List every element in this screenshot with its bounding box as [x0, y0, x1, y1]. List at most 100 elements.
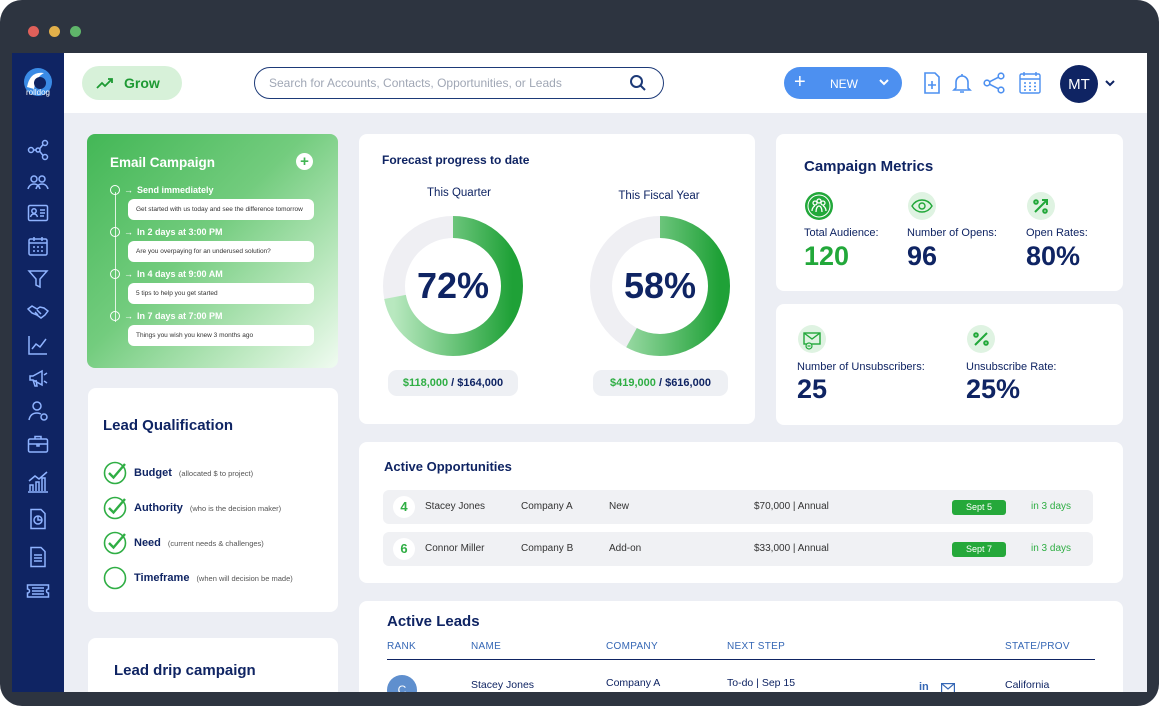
qualification-item[interactable]: Need (current needs & challenges)	[103, 531, 264, 555]
opportunity-row[interactable]: 6 Connor Miller Company B Add-on $33,000…	[383, 532, 1093, 566]
total-audience-label: Total Audience:	[804, 227, 879, 239]
sidebar-item-analytics[interactable]	[26, 334, 50, 356]
new-button[interactable]: + NEW	[784, 67, 902, 99]
total-audience-value: 120	[804, 241, 850, 271]
lead-avatar[interactable]: C	[387, 675, 417, 692]
checked-circle-icon[interactable]	[103, 461, 127, 485]
sidebar-item-network[interactable]	[26, 139, 50, 161]
percent-arrow-icon	[1027, 192, 1055, 220]
network-icon	[27, 139, 49, 161]
opportunity-company: Company A	[521, 501, 573, 512]
active-opportunities-card: Active Opportunities 4 Stacey Jones Comp…	[359, 442, 1123, 583]
linkedin-icon[interactable]: in	[919, 681, 929, 692]
step-message[interactable]: Get started with us today and see the di…	[128, 199, 314, 220]
document-icon	[30, 546, 46, 568]
sidebar: rolldog	[12, 53, 64, 692]
header-rank[interactable]: RANK	[387, 641, 416, 652]
search-input[interactable]: Search for Accounts, Contacts, Opportuni…	[254, 67, 664, 99]
fiscal-amount: $419,000 / $616,000	[593, 370, 728, 396]
minimize-dot[interactable]	[49, 26, 60, 37]
audience-icon	[805, 192, 833, 220]
header-divider	[387, 659, 1095, 660]
header-state[interactable]: STATE/PROV	[1005, 641, 1070, 652]
add-step-button[interactable]: +	[296, 153, 313, 170]
quarter-percent: 72%	[417, 265, 489, 306]
header-name[interactable]: NAME	[471, 641, 502, 652]
maximize-dot[interactable]	[70, 26, 81, 37]
unsubscribe-metrics-card: Number of Unsubscribers: 25 Unsubscribe …	[776, 304, 1123, 425]
opportunity-due: in 3 days	[1031, 543, 1072, 554]
lead-name[interactable]: Stacey Jones	[471, 679, 535, 691]
rolldog-logo[interactable]	[18, 65, 58, 105]
email-campaign-title: Email Campaign	[110, 155, 216, 170]
ring-progress	[590, 216, 730, 356]
sidebar-item-account[interactable]	[26, 400, 50, 422]
open-rates-value: 80%	[1026, 241, 1081, 271]
active-leads-card: Active Leads RANK NAME COMPANY NEXT STEP…	[359, 601, 1123, 692]
megaphone-icon	[29, 369, 48, 387]
sidebar-item-dashboard[interactable]	[26, 508, 50, 530]
lead-state: California	[1005, 679, 1050, 691]
qualification-desc: (who is the decision maker)	[189, 503, 282, 513]
unchecked-circle-icon[interactable]	[103, 566, 127, 590]
user-avatar[interactable]: MT	[1060, 65, 1098, 103]
close-dot[interactable]	[28, 26, 39, 37]
opportunity-row[interactable]: 4 Stacey Jones Company A New $70,000 | A…	[383, 490, 1093, 524]
lead-company: Company A	[606, 677, 661, 689]
active-opportunities-title: Active Opportunities	[384, 459, 512, 474]
grow-button[interactable]: Grow	[82, 66, 182, 100]
campaign-step: → In 2 days at 3:00 PM	[110, 227, 223, 237]
briefcase-icon	[27, 435, 49, 453]
sidebar-item-users[interactable]	[26, 171, 50, 193]
user-settings-icon	[28, 401, 48, 421]
checked-circle-icon[interactable]	[103, 496, 127, 520]
header-next-step[interactable]: NEXT STEP	[727, 641, 786, 652]
sidebar-item-documents[interactable]	[26, 546, 50, 568]
checked-circle-icon[interactable]	[103, 531, 127, 555]
clock-icon	[110, 311, 120, 321]
unsubscribers-label: Number of Unsubscribers:	[797, 361, 925, 373]
mail-icon[interactable]	[941, 683, 955, 692]
share-icon[interactable]	[982, 71, 1006, 95]
step-message[interactable]: Things you wish you knew 3 months ago	[128, 325, 314, 346]
lead-drip-title: Lead drip campaign	[114, 662, 256, 679]
opportunity-amount: $33,000 | Annual	[754, 543, 829, 554]
search-placeholder: Search for Accounts, Contacts, Opportuni…	[269, 76, 562, 90]
bell-icon[interactable]	[950, 71, 974, 95]
sidebar-item-tickets[interactable]	[26, 580, 50, 602]
sidebar-item-projects[interactable]	[26, 433, 50, 455]
qualification-item[interactable]: Budget (allocated $ to project)	[103, 461, 253, 485]
sidebar-item-reports[interactable]	[26, 471, 50, 493]
chevron-down-icon[interactable]	[878, 76, 890, 88]
account-chevron-down-icon[interactable]	[1104, 77, 1116, 89]
sidebar-item-filter[interactable]	[26, 268, 50, 290]
sidebar-item-calendar[interactable]	[26, 235, 50, 257]
new-document-icon[interactable]	[920, 71, 944, 95]
percent-icon	[967, 325, 995, 353]
opportunity-date-badge: Sept 7	[952, 542, 1006, 557]
step-message[interactable]: Are you overpaying for an underused solu…	[128, 241, 314, 262]
step-message[interactable]: 5 tips to help you get started	[128, 283, 314, 304]
eye-icon	[908, 192, 936, 220]
sidebar-item-campaigns[interactable]	[26, 367, 50, 389]
arrow-icon: →	[124, 227, 133, 237]
campaign-metrics-title: Campaign Metrics	[804, 158, 934, 175]
sidebar-item-deals[interactable]	[26, 301, 50, 323]
opportunity-stage: Add-on	[609, 543, 642, 554]
arrow-icon: →	[124, 311, 133, 321]
lead-next-step: To-do | Sep 15	[727, 677, 796, 689]
qualification-desc: (allocated $ to project)	[178, 468, 254, 478]
header-company[interactable]: COMPANY	[606, 641, 658, 652]
calendar-grid-icon[interactable]	[1018, 71, 1042, 95]
forecast-card: Forecast progress to date This Quarter T…	[359, 134, 755, 424]
search-icon[interactable]	[629, 74, 647, 92]
qualification-item[interactable]: Authority (who is the decision maker)	[103, 496, 281, 520]
opportunity-name: Stacey Jones	[425, 501, 486, 512]
sidebar-item-contacts[interactable]	[26, 202, 50, 224]
step-timing: In 4 days at 9:00 AM	[137, 269, 223, 279]
quarter-amount: $118,000 / $164,000	[388, 370, 518, 396]
fiscal-achieved: $419,000	[610, 377, 656, 389]
qualification-item[interactable]: Timeframe (when will decision be made)	[103, 566, 293, 590]
open-rates-label: Open Rates:	[1026, 227, 1088, 239]
